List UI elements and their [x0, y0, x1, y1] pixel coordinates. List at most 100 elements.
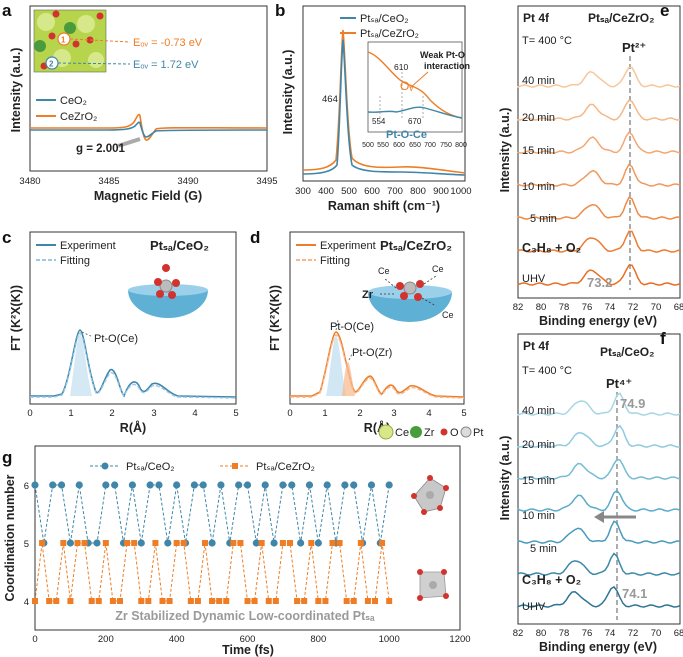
inset-tick-750: 750 — [440, 142, 452, 149]
eov1-label: Eₒᵥ = -0.73 eV — [133, 37, 203, 49]
o-legend-icon — [440, 428, 448, 436]
g-cezro2-point — [187, 598, 194, 604]
pt-atom-icon — [403, 281, 417, 295]
inset-ptoce-label: Pt-O-Ce — [386, 129, 427, 141]
g-cezro2-point — [223, 598, 230, 604]
inset-tick-800: 800 — [455, 142, 467, 149]
inset-554-label: 554 — [372, 117, 386, 126]
tick-c-3: 3 — [151, 408, 156, 419]
inset-tick-650: 650 — [409, 142, 421, 149]
g-xtick: 200 — [98, 634, 114, 645]
tick-e-70: 70 — [651, 302, 662, 313]
g-cezro2-point — [173, 540, 180, 546]
inset-tick-550: 550 — [377, 142, 389, 149]
panel-a-xticks: 3480 3485 3490 3495 — [19, 176, 277, 187]
o-atom-icon — [443, 593, 449, 599]
o-atom-icon — [427, 475, 433, 481]
g-cezro2-point — [109, 598, 116, 604]
inset-weak-label-1: Weak Pt-O — [420, 50, 465, 60]
xps-trace-line — [517, 264, 681, 286]
g-value-label: g = 2.001 — [76, 143, 126, 155]
e-trace-label-40: 40 min — [522, 75, 555, 87]
panel-c-ylabel: FT (K²X(K)) — [9, 285, 23, 351]
inset-tick-700: 700 — [424, 142, 436, 149]
g-xtick: 400 — [169, 634, 185, 645]
tick-b-500: 500 — [341, 186, 357, 197]
tick-f-78: 78 — [559, 628, 570, 639]
f-peak-bottom-value: 74.1 — [622, 586, 647, 601]
panel-c-xlabel: R(Å) — [120, 420, 146, 435]
g-ceo2-point — [164, 539, 172, 547]
inset-tick-500: 500 — [362, 142, 374, 149]
panel-g-ylabel: Coordination number — [3, 474, 17, 601]
g-cezro2-point — [39, 540, 46, 546]
panel-b-xticks: 300 400 500 600 700 800 900 1000 — [295, 186, 472, 197]
legend-g-cezro2-label: Ptₛₐ/CeZrO₂ — [256, 461, 315, 473]
panel-c-xticks: 0 1 2 3 4 5 — [27, 408, 238, 419]
tick-b-400: 400 — [318, 186, 334, 197]
f-trace-label-5: 5 min — [530, 543, 557, 555]
panel-e-title-right: Ptₛₐ/CeZrO₂ — [588, 11, 654, 25]
g-ceo2-point — [49, 481, 57, 489]
weak-pto-arrow — [409, 71, 429, 89]
atom-legend: Ce Zr O Pt — [378, 424, 483, 440]
g-cezro2-point — [81, 540, 88, 546]
tick-a-3490: 3490 — [177, 176, 198, 187]
tick-f-80: 80 — [536, 628, 547, 639]
f-trace-label-10: 10 min — [522, 510, 555, 522]
g-cezro2-point — [329, 540, 336, 546]
tick-d-0: 0 — [287, 408, 292, 419]
legend-c-fitting-label: Fitting — [60, 255, 90, 267]
xps-trace-line — [517, 99, 681, 121]
tick-b-900: 900 — [433, 186, 449, 197]
atom-legend-pt: Pt — [473, 427, 483, 439]
panel-g-frame — [34, 445, 461, 631]
g-cezro2-point — [308, 540, 315, 546]
xps-trace-line — [517, 66, 681, 88]
panel-g-caption: Zr Stabilized Dynamic Low-coordinated Pt… — [115, 609, 375, 623]
tick-c-0: 0 — [27, 408, 32, 419]
g-cezro2-point — [315, 598, 322, 604]
g-ceo2-point — [252, 539, 260, 547]
zr-atom-icon — [34, 40, 46, 52]
o-atom-icon — [154, 278, 162, 286]
g-cezro2-point — [53, 598, 60, 604]
g-ceo2-point — [128, 481, 136, 489]
xps-trace-line — [517, 392, 681, 416]
inset-670-label: 670 — [408, 117, 422, 126]
g-cezro2-point — [244, 598, 251, 604]
g-xtick: 600 — [240, 634, 256, 645]
g-cezro2-point — [216, 598, 223, 604]
panel-e-temperature: T= 400 °C — [522, 35, 572, 47]
xps-trace-line — [517, 230, 681, 253]
g-cezro2-point — [131, 540, 138, 546]
zr-atom-icon — [64, 22, 76, 34]
g-ceo2-point — [385, 481, 393, 489]
e-trace-label-15: 15 min — [522, 145, 555, 157]
xps-trace-line — [517, 424, 681, 448]
support-hemisphere — [368, 292, 452, 322]
tick-e-82: 82 — [513, 302, 524, 313]
tick-f-72: 72 — [628, 628, 639, 639]
model-ce-label-1: Ce — [378, 266, 390, 276]
panel-e-traces — [517, 66, 681, 286]
ft-d-peak-fill-ce — [326, 336, 346, 396]
ft-d-peak-pointer-1 — [335, 319, 339, 331]
g-ceo2-point — [235, 481, 243, 489]
tick-f-82: 82 — [513, 628, 524, 639]
g-ytick: 4 — [24, 597, 29, 608]
panel-label-d: d — [250, 228, 260, 247]
g-ceo2-point — [57, 481, 66, 489]
o-atom-icon — [416, 280, 424, 288]
g-cezro2-point — [350, 598, 357, 604]
g-ceo2-point — [314, 539, 322, 547]
g-cezro2-point — [46, 598, 53, 604]
tick-e-74: 74 — [605, 302, 616, 313]
legend-a-ceo2-label: CeO₂ — [60, 95, 87, 107]
g-series-line — [34, 484, 390, 544]
e-trace-label-5: 5 min — [530, 213, 557, 225]
ce-atom-icon — [77, 15, 95, 33]
g-cezro2-point — [152, 540, 159, 546]
tick-e-72: 72 — [628, 302, 639, 313]
